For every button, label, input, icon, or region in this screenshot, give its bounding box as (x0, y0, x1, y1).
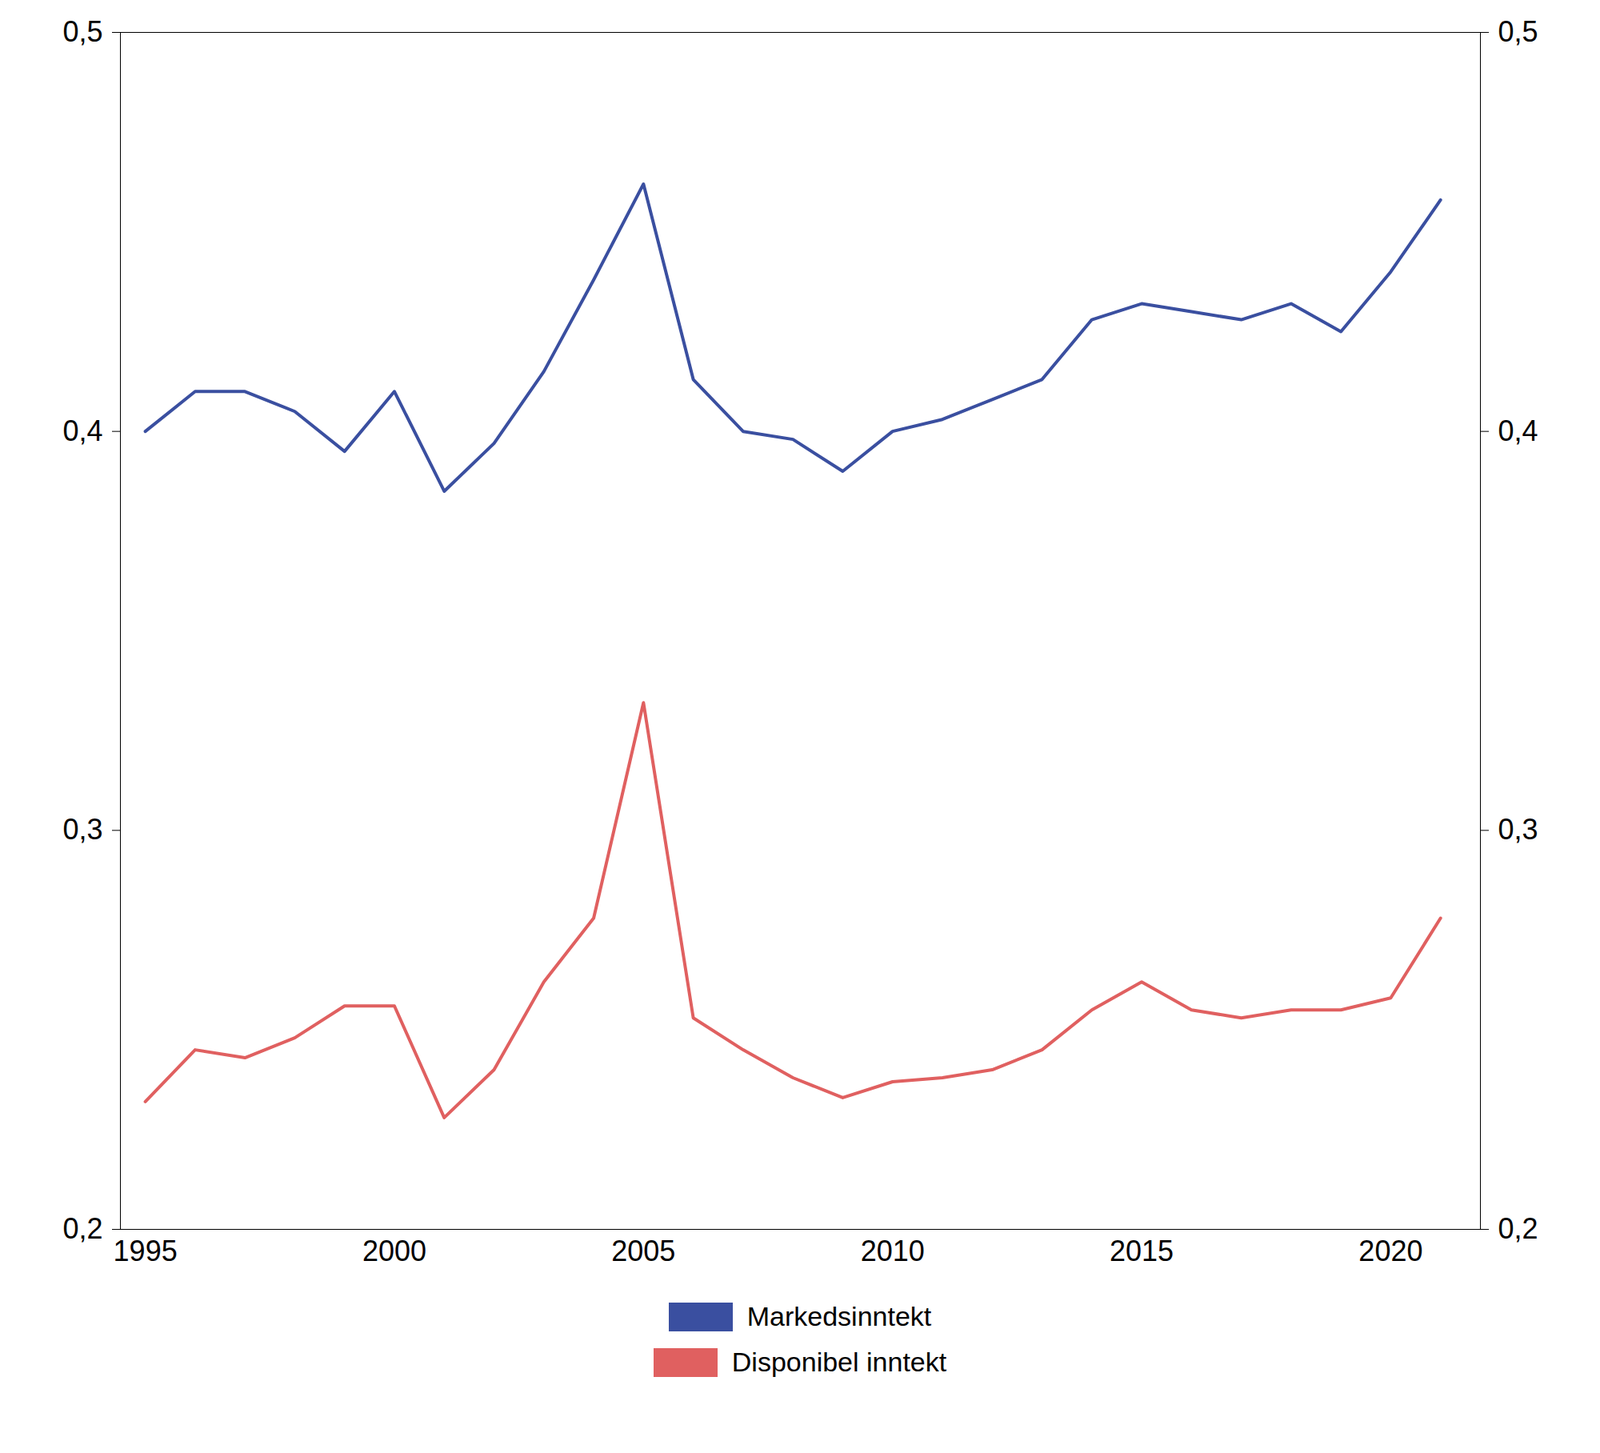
svg-text:2020: 2020 (1358, 1234, 1423, 1268)
svg-text:2015: 2015 (1109, 1234, 1174, 1268)
svg-text:0,2: 0,2 (1498, 1212, 1539, 1245)
svg-text:0,4: 0,4 (1498, 414, 1539, 448)
html-text:Disponibel inntekt: Disponibel inntekt (731, 1346, 947, 1377)
svg-text:0,5: 0,5 (1498, 15, 1539, 48)
svg-text:0,5: 0,5 (62, 15, 103, 48)
svg-text:0,3: 0,3 (62, 812, 103, 846)
svg-text:2005: 2005 (611, 1234, 676, 1268)
svg-text:2010: 2010 (860, 1234, 925, 1268)
svg-text:1995: 1995 (113, 1234, 178, 1268)
html-text:Markedsinntekt: Markedsinntekt (746, 1300, 932, 1332)
svg-text:0,3: 0,3 (1498, 812, 1539, 846)
svg-text:2000: 2000 (362, 1234, 427, 1268)
svg-text:0,2: 0,2 (62, 1212, 103, 1245)
svg-text:0,4: 0,4 (62, 414, 103, 448)
